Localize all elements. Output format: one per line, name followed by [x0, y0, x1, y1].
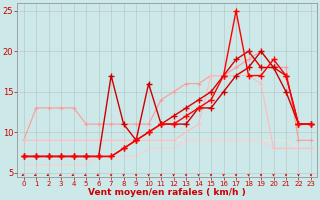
X-axis label: Vent moyen/en rafales ( km/h ): Vent moyen/en rafales ( km/h ) [88, 188, 246, 197]
